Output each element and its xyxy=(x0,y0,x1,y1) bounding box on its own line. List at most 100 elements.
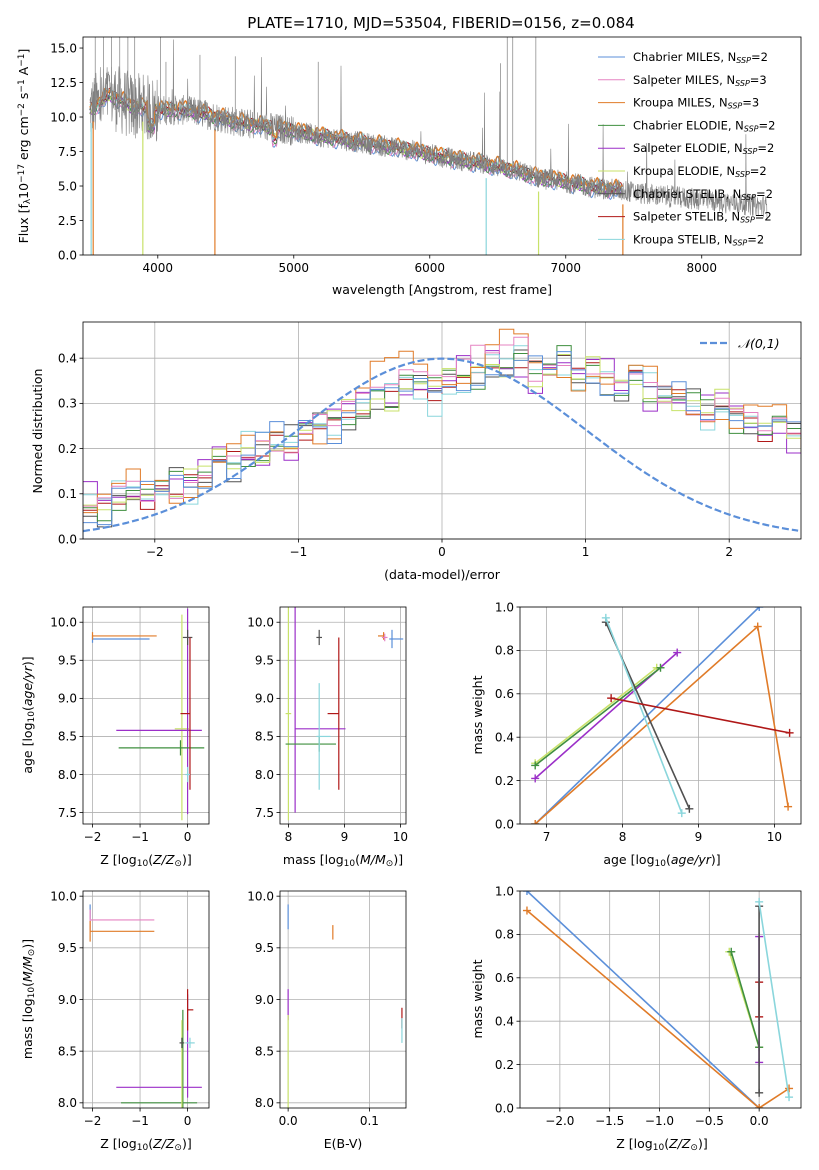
legend-label-subscript: SSP xyxy=(736,56,751,65)
axis-label-part: )] xyxy=(698,1136,708,1151)
y-tick-label: 9.5 xyxy=(58,654,77,668)
y-tick-label: 2.5 xyxy=(58,214,77,228)
errorbar-kroupa_stelib xyxy=(185,766,190,783)
legend-label-salpeter_stelib: Salpeter STELIB, NSSP=2 xyxy=(633,210,772,225)
figure-title: PLATE=1710, MJD=53504, FIBERID=0156, z=0… xyxy=(247,14,634,32)
y-tick-label: 0.2 xyxy=(495,774,514,788)
axis-label-part: Z [log xyxy=(100,852,136,867)
x-tick-label: 6000 xyxy=(414,261,445,275)
axis-label-mass: mass [log10(M/M⊙)] xyxy=(20,939,37,1059)
errorbar-chabrier_elodie xyxy=(121,1009,198,1108)
weight-line xyxy=(534,667,658,764)
legend-label-suffix: =3 xyxy=(742,96,759,110)
x-tick-label: 0.0 xyxy=(279,1114,298,1128)
residual-histogram-kroupa_elodie xyxy=(83,354,801,539)
axis-label-part: 10 xyxy=(27,987,37,999)
errorbar-kroupa_stelib xyxy=(185,1037,195,1049)
y-axis-label: mass weight xyxy=(470,675,485,754)
axis-label-part: ⊙ xyxy=(27,949,37,957)
x-tick-label: 0.0 xyxy=(750,1114,769,1128)
axes-frame xyxy=(519,606,802,825)
x-tick-label: 7 xyxy=(543,830,551,844)
weight-line xyxy=(730,951,760,1048)
weight-line-kroupa_elodie xyxy=(725,947,764,1052)
y-tick-label: 8.5 xyxy=(255,1044,274,1058)
axes-frame xyxy=(519,890,802,1109)
y-tick-label: 0.6 xyxy=(495,687,514,701)
errorbar-chabrier_elodie xyxy=(118,740,205,756)
y-tick-label: 0.8 xyxy=(495,644,514,658)
errorbar-chabrier_elodie xyxy=(285,736,336,752)
x-tick-label: −1 xyxy=(290,545,308,559)
axis-label-part: mass [log xyxy=(283,852,344,867)
weight-line xyxy=(534,667,661,767)
observed-spectrum xyxy=(89,39,768,218)
y-axis-label: Normed distribution xyxy=(30,369,45,494)
legend-label-text: Chabrier STELIB, N xyxy=(633,187,741,201)
axis-label-part: age [log xyxy=(603,852,654,867)
axis-label-part: −17 xyxy=(17,164,27,183)
axis-label-part: )] xyxy=(182,1136,192,1151)
axis-label-part: )] xyxy=(20,939,35,949)
axis-label-part: ( xyxy=(664,1136,669,1151)
axis-label-part: ( xyxy=(355,852,360,867)
legend-label-kroupa_elodie: Kroupa ELODIE, NSSP=2 xyxy=(633,164,767,179)
x-tick-label: 9 xyxy=(695,830,703,844)
legend-label-suffix: =2 xyxy=(750,164,767,178)
axis-label-part: 10 xyxy=(27,711,37,723)
weight-line xyxy=(610,697,790,734)
legend-label-chabrier_stelib: Chabrier STELIB, NSSP=2 xyxy=(633,187,773,202)
x-tick-label: 0 xyxy=(438,545,446,559)
axes-spectrum: 4000 5000 6000 7000 8000 0.0 2.5 5.0 7.5 10.0 12.5… xyxy=(16,36,802,297)
y-tick-label: 1.0 xyxy=(495,884,514,898)
y-tick-label: 0.4 xyxy=(58,351,77,365)
plot-area xyxy=(83,328,801,539)
axis-label-part: λ xyxy=(23,198,33,204)
x-tick-label: 0 xyxy=(184,830,192,844)
axis-label-part: ( xyxy=(148,1136,153,1151)
axis-label-age: age [log10(age/yr)] xyxy=(20,656,37,773)
axis-label-part: M/M xyxy=(360,852,386,867)
y-tick-label: 12.5 xyxy=(50,76,77,90)
errorbar-kroupa_elodie xyxy=(285,607,292,821)
plot-area xyxy=(285,607,404,821)
y-tick-label: 8.5 xyxy=(255,730,274,744)
legend-label-suffix: =2 xyxy=(756,187,773,201)
y-tick-label: 8.0 xyxy=(255,768,274,782)
errorbar-salpeter_stelib xyxy=(180,637,191,790)
residual-histogram-kroupa_miles xyxy=(83,328,801,539)
axis-label-metallicity: Z [log10(Z/Z⊙)] xyxy=(100,852,191,869)
axis-label-part: Z [log xyxy=(100,1136,136,1151)
axis-label-part: Z/Z xyxy=(152,1136,175,1151)
y-tick-label: 0.0 xyxy=(58,248,77,262)
residual-histogram-kroupa_stelib xyxy=(83,345,801,539)
residual-histogram-chabrier_miles xyxy=(83,351,801,539)
axis-label-part: Z [log xyxy=(616,1136,652,1151)
legend-label-subscript: SSP xyxy=(743,147,758,156)
residual-histogram-salpeter_stelib xyxy=(83,355,801,539)
plot-area xyxy=(91,608,205,821)
x-tick-label: −2 xyxy=(146,545,164,559)
legend-label-text: Kroupa STELIB, N xyxy=(633,232,733,246)
axis-label-part: 10 xyxy=(655,859,667,869)
legend-label-kroupa_stelib: Kroupa STELIB, NSSP=2 xyxy=(633,232,764,247)
y-axis-label: mass weight xyxy=(470,959,485,1038)
residual-histogram-chabrier_stelib xyxy=(83,349,801,539)
y-tick-label: 8.5 xyxy=(58,1044,77,1058)
y-tick-label: 1.0 xyxy=(495,600,514,614)
axis-label-mass: mass [log10(M/M⊙)] xyxy=(283,852,403,869)
legend-label-subscript: SSP xyxy=(735,79,750,88)
axis-label-part: ⊙ xyxy=(174,859,182,869)
x-tick-label: −1.0 xyxy=(645,1114,674,1128)
errorbar-kroupa_stelib xyxy=(316,683,331,790)
axis-label-part: Flux [f xyxy=(16,204,31,244)
plot-area xyxy=(531,607,794,824)
errorbar-chabrier_miles xyxy=(389,629,404,649)
y-axis-label: Flux [fλ10−17 erg cm−2 s−1 A−1] xyxy=(16,49,33,244)
axis-label-part: ( xyxy=(20,982,35,987)
axis-label-part: age/yr xyxy=(20,665,35,706)
y-tick-label: 10.0 xyxy=(247,889,274,903)
errorbar-kroupa_elodie xyxy=(174,614,190,821)
axis-label-part: erg cm xyxy=(16,116,31,164)
y-tick-label: 9.0 xyxy=(255,993,274,1007)
